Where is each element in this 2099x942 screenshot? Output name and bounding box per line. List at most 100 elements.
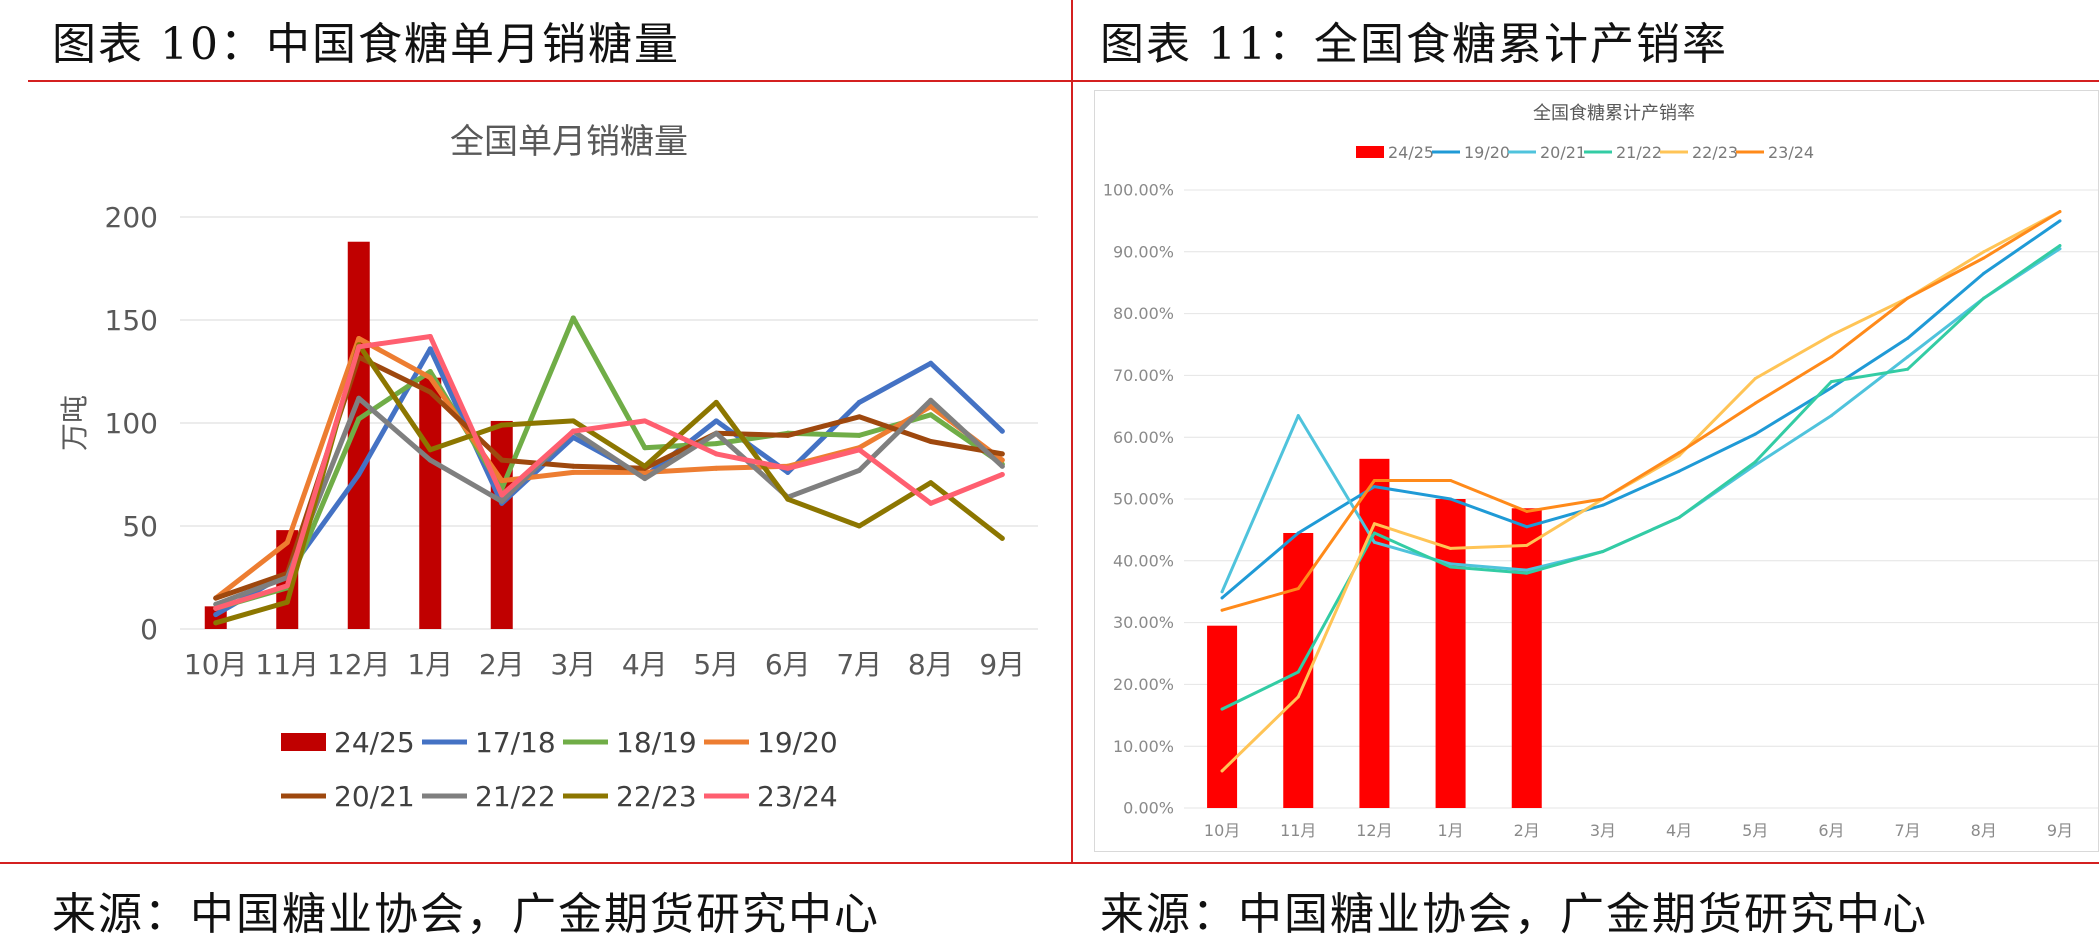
data-point-23-24 — [785, 465, 791, 471]
data-point-21-22 — [1829, 380, 1833, 384]
x-tick-label: 11月 — [1280, 821, 1316, 840]
series-line-19-20 — [1220, 219, 2062, 600]
data-point-20-21 — [1829, 414, 1833, 418]
x-tick-label: 10月 — [1204, 821, 1240, 840]
chart-title: 全国食糖累计产销率 — [1533, 103, 1695, 124]
y-tick-label: 60.00% — [1113, 428, 1174, 447]
x-tick-label: 5月 — [1742, 821, 1768, 840]
data-point-20-21 — [999, 451, 1005, 457]
left-top-rule — [28, 80, 1072, 82]
data-point-21-22 — [1677, 516, 1681, 520]
data-point-19-20 — [1296, 531, 1300, 535]
data-point-21-22 — [713, 430, 719, 436]
data-point-22-23 — [1220, 769, 1224, 773]
data-point-19-20 — [284, 539, 290, 545]
x-tick-label: 1月 — [1437, 821, 1463, 840]
data-point-18-19 — [856, 432, 862, 438]
sugar-monthly-sales-chart: 全国单月销糖量 0 50 100 150 200 万吨 10月 11月 12月 1月 2月 3月 4月 5月… — [58, 122, 1038, 813]
bar-24-25 — [419, 377, 442, 629]
data-point-22-23 — [856, 523, 862, 529]
data-point-21-22 — [1906, 367, 1910, 371]
data-point-19-20 — [1220, 596, 1224, 600]
data-point-21-22 — [356, 395, 362, 401]
data-point-20-21 — [785, 432, 791, 438]
data-point-18-19 — [928, 412, 934, 418]
x-tick-label: 11月 — [255, 648, 319, 681]
x-tick-label: 8月 — [908, 648, 954, 681]
data-point-21-22 — [999, 463, 1005, 469]
data-point-21-22 — [642, 476, 648, 482]
data-point-23-24 — [1525, 509, 1529, 513]
left-bottom-rule — [0, 862, 1072, 864]
y-tick-label: 30.00% — [1113, 613, 1174, 632]
data-point-21-22 — [1982, 296, 1986, 300]
data-point-22-23 — [284, 599, 290, 605]
data-point-17-18 — [356, 472, 362, 477]
y-tick-label: 80.00% — [1113, 304, 1174, 323]
data-point-20-21 — [1906, 355, 1910, 359]
series-line-19-20 — [213, 336, 1005, 601]
figure-10-source: 来源：中国糖业协会，广金期货研究中心 — [52, 889, 880, 940]
series-line-22-23 — [1220, 210, 2062, 773]
y-tick-label: 200 — [105, 201, 158, 234]
data-point-22-23 — [1296, 695, 1300, 699]
data-point-23-24 — [642, 418, 648, 424]
data-point-23-24 — [1677, 451, 1681, 455]
figure-10-title: 图表 10：中国食糖单月销糖量 — [52, 19, 680, 70]
x-tick-label: 9月 — [2047, 821, 2073, 840]
right-bottom-rule — [1073, 862, 2099, 864]
x-tick-label: 1月 — [407, 648, 453, 681]
data-point-23-24 — [1829, 355, 1833, 359]
data-point-23-24 — [2058, 210, 2062, 214]
y-tick-label: 0.00% — [1123, 799, 1174, 818]
data-point-22-23 — [570, 418, 576, 424]
data-point-18-19 — [713, 441, 719, 447]
data-point-23-24 — [1372, 478, 1376, 482]
data-point-21-22 — [1296, 670, 1300, 674]
panel-divider — [1071, 0, 1073, 864]
data-point-23-24 — [928, 500, 934, 506]
data-point-20-21 — [2058, 247, 2062, 251]
data-point-23-24 — [499, 492, 505, 498]
data-point-19-20 — [2058, 219, 2062, 223]
data-point-23-24 — [1982, 256, 1986, 260]
data-point-23-24 — [713, 451, 719, 457]
y-tick-label: 50 — [122, 510, 158, 543]
data-point-19-20 — [1753, 432, 1757, 436]
data-point-21-22 — [1753, 460, 1757, 464]
data-point-23-24 — [1906, 296, 1910, 300]
data-point-21-22 — [427, 457, 433, 463]
data-point-19-20 — [1372, 485, 1376, 489]
x-tick-label: 2月 — [479, 648, 525, 681]
legend-label-23-24: 23/24 — [757, 780, 838, 813]
bar-24-25 — [1359, 458, 1390, 808]
data-point-20-21 — [856, 414, 862, 420]
data-point-18-19 — [642, 445, 648, 451]
legend-label-22-23: 22/23 — [616, 780, 697, 813]
data-point-19-20 — [1601, 503, 1605, 507]
data-point-18-19 — [570, 315, 576, 321]
legend-key-24-25 — [281, 733, 326, 751]
y-tick-label: 10.00% — [1113, 737, 1174, 756]
data-point-22-23 — [1753, 376, 1757, 380]
data-point-21-22 — [499, 498, 505, 504]
data-point-17-18 — [570, 434, 576, 440]
x-tick-label: 8月 — [1971, 821, 1997, 840]
data-point-21-22 — [856, 467, 862, 473]
data-point-22-23 — [928, 480, 934, 486]
data-point-19-20 — [999, 457, 1005, 463]
data-point-22-23 — [642, 463, 648, 469]
x-tick-label: 2月 — [1514, 821, 1540, 840]
data-point-22-23 — [713, 399, 719, 405]
data-point-18-19 — [356, 416, 362, 422]
data-point-17-18 — [427, 346, 433, 352]
data-point-21-22 — [1372, 531, 1376, 535]
data-point-22-23 — [499, 422, 505, 428]
data-point-21-22 — [1525, 571, 1529, 575]
legend-key-24-25 — [1356, 146, 1384, 158]
data-point-19-20 — [1906, 336, 1910, 340]
data-point-21-22 — [1220, 707, 1224, 711]
data-point-19-20 — [570, 469, 576, 475]
data-point-23-24 — [427, 333, 433, 339]
data-point-22-23 — [1525, 543, 1529, 547]
